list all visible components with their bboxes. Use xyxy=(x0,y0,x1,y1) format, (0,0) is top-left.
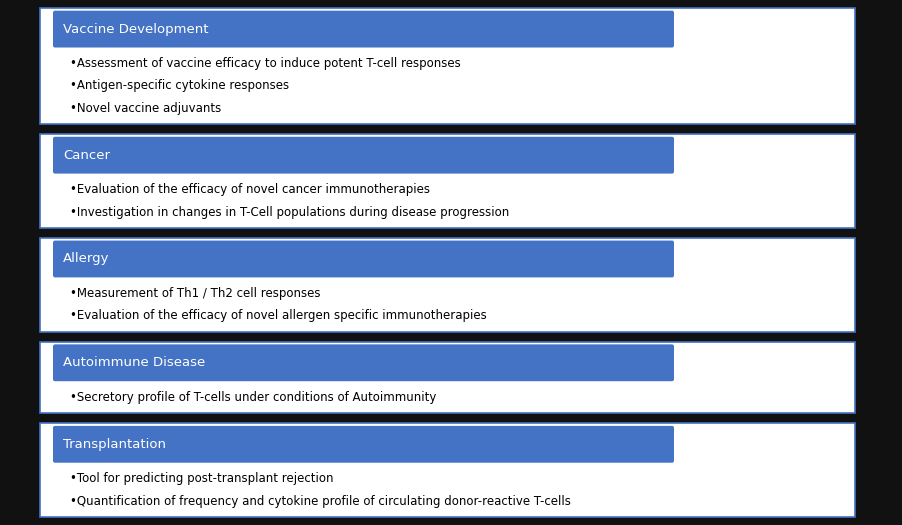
Text: •Quantification of frequency and cytokine profile of circulating donor-reactive : •Quantification of frequency and cytokin… xyxy=(70,495,571,508)
FancyBboxPatch shape xyxy=(53,426,674,463)
Text: •Novel vaccine adjuvants: •Novel vaccine adjuvants xyxy=(70,102,221,115)
Text: •Tool for predicting post-transplant rejection: •Tool for predicting post-transplant rej… xyxy=(70,472,334,486)
FancyBboxPatch shape xyxy=(53,137,674,174)
Text: Transplantation: Transplantation xyxy=(63,438,166,451)
Text: Vaccine Development: Vaccine Development xyxy=(63,23,208,36)
FancyBboxPatch shape xyxy=(53,344,674,381)
Text: Cancer: Cancer xyxy=(63,149,110,162)
FancyBboxPatch shape xyxy=(40,8,855,124)
Bar xyxy=(0,124,902,134)
FancyBboxPatch shape xyxy=(53,240,674,277)
FancyBboxPatch shape xyxy=(40,342,855,413)
Text: •Evaluation of the efficacy of novel allergen specific immunotherapies: •Evaluation of the efficacy of novel all… xyxy=(70,309,487,322)
Text: Autoimmune Disease: Autoimmune Disease xyxy=(63,356,206,369)
FancyBboxPatch shape xyxy=(40,238,855,332)
FancyBboxPatch shape xyxy=(53,10,674,48)
Text: •Measurement of Th1 / Th2 cell responses: •Measurement of Th1 / Th2 cell responses xyxy=(70,287,320,300)
Text: •Investigation in changes in T-Cell populations during disease progression: •Investigation in changes in T-Cell popu… xyxy=(70,206,510,218)
Text: •Antigen-specific cytokine responses: •Antigen-specific cytokine responses xyxy=(70,79,290,92)
Text: Allergy: Allergy xyxy=(63,253,109,266)
Text: •Secretory profile of T-cells under conditions of Autoimmunity: •Secretory profile of T-cells under cond… xyxy=(70,391,437,404)
Text: •Assessment of vaccine efficacy to induce potent T-cell responses: •Assessment of vaccine efficacy to induc… xyxy=(70,57,461,70)
Bar xyxy=(0,332,902,342)
Text: •Evaluation of the efficacy of novel cancer immunotherapies: •Evaluation of the efficacy of novel can… xyxy=(70,183,430,196)
Bar xyxy=(0,228,902,238)
Bar xyxy=(0,413,902,423)
FancyBboxPatch shape xyxy=(40,423,855,517)
FancyBboxPatch shape xyxy=(40,134,855,228)
